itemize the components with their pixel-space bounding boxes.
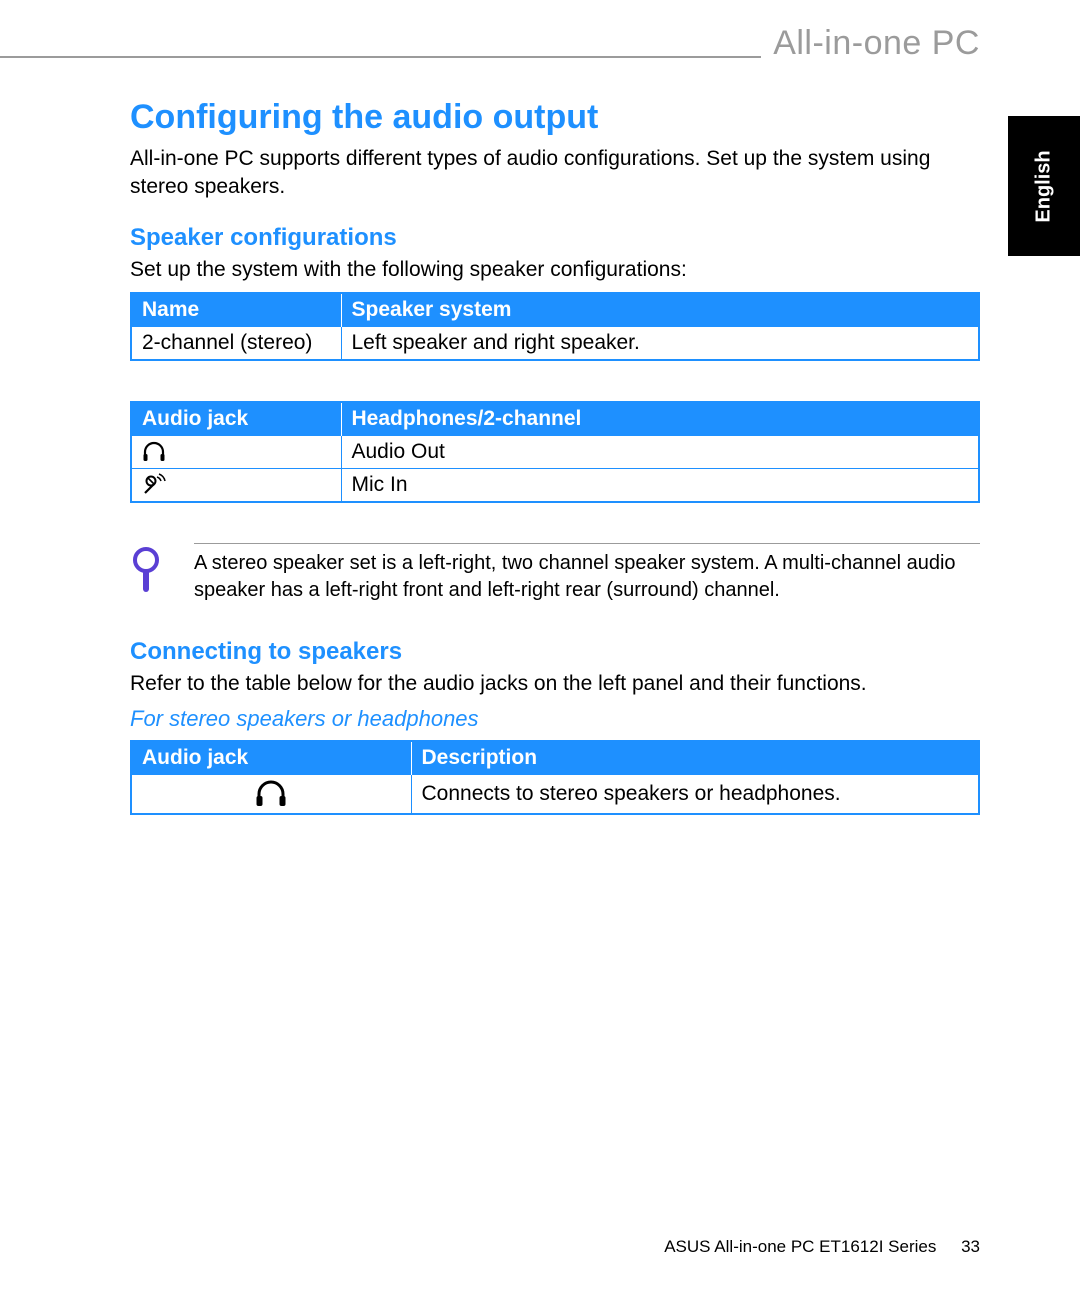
section-connecting-heading: Connecting to speakers [130,638,980,666]
table-cell: Audio Out [341,435,979,468]
audio-jack-table: Audio jack Headphones/2-channel Audio Ou… [130,401,980,503]
table-header: Headphones/2-channel [341,402,979,436]
stereo-jack-table: Audio jack Description Connects to stere… [130,740,980,815]
page-number: 33 [961,1237,980,1256]
speaker-config-table: Name Speaker system 2-channel (stereo) L… [130,292,980,361]
page-footer: ASUS All-in-one PC ET1612I Series 33 [664,1237,980,1257]
note-rule [194,543,980,544]
section-speaker-config-body: Set up the system with the following spe… [130,258,980,282]
table-header: Audio jack [131,402,341,436]
headphones-icon [131,435,341,468]
note-text: A stereo speaker set is a left-right, tw… [194,550,980,604]
headphones-icon [131,775,411,815]
table-row: Mic In [131,468,979,502]
table-header: Audio jack [131,741,411,775]
page-content: Configuring the audio output All-in-one … [0,0,1080,895]
table-cell: Connects to stereo speakers or headphone… [411,775,979,815]
intro-paragraph: All-in-one PC supports different types o… [130,145,980,202]
note-callout: A stereo speaker set is a left-right, tw… [130,543,980,604]
footer-product: ASUS All-in-one PC ET1612I Series [664,1237,936,1256]
magnifier-icon [130,547,164,600]
table-cell: Mic In [341,468,979,502]
table-cell: 2-channel (stereo) [131,326,341,360]
table-cell: Left speaker and right speaker. [341,326,979,360]
section-connecting-body: Refer to the table below for the audio j… [130,672,980,696]
mic-icon [131,468,341,502]
table-row: 2-channel (stereo) Left speaker and righ… [131,326,979,360]
section-speaker-config-heading: Speaker configurations [130,224,980,252]
table-header: Description [411,741,979,775]
table-row: Connects to stereo speakers or headphone… [131,775,979,815]
stereo-subheading: For stereo speakers or headphones [130,706,980,732]
table-row: Audio Out [131,435,979,468]
table-header: Speaker system [341,293,979,327]
page-title: Configuring the audio output [130,98,980,137]
table-header: Name [131,293,341,327]
